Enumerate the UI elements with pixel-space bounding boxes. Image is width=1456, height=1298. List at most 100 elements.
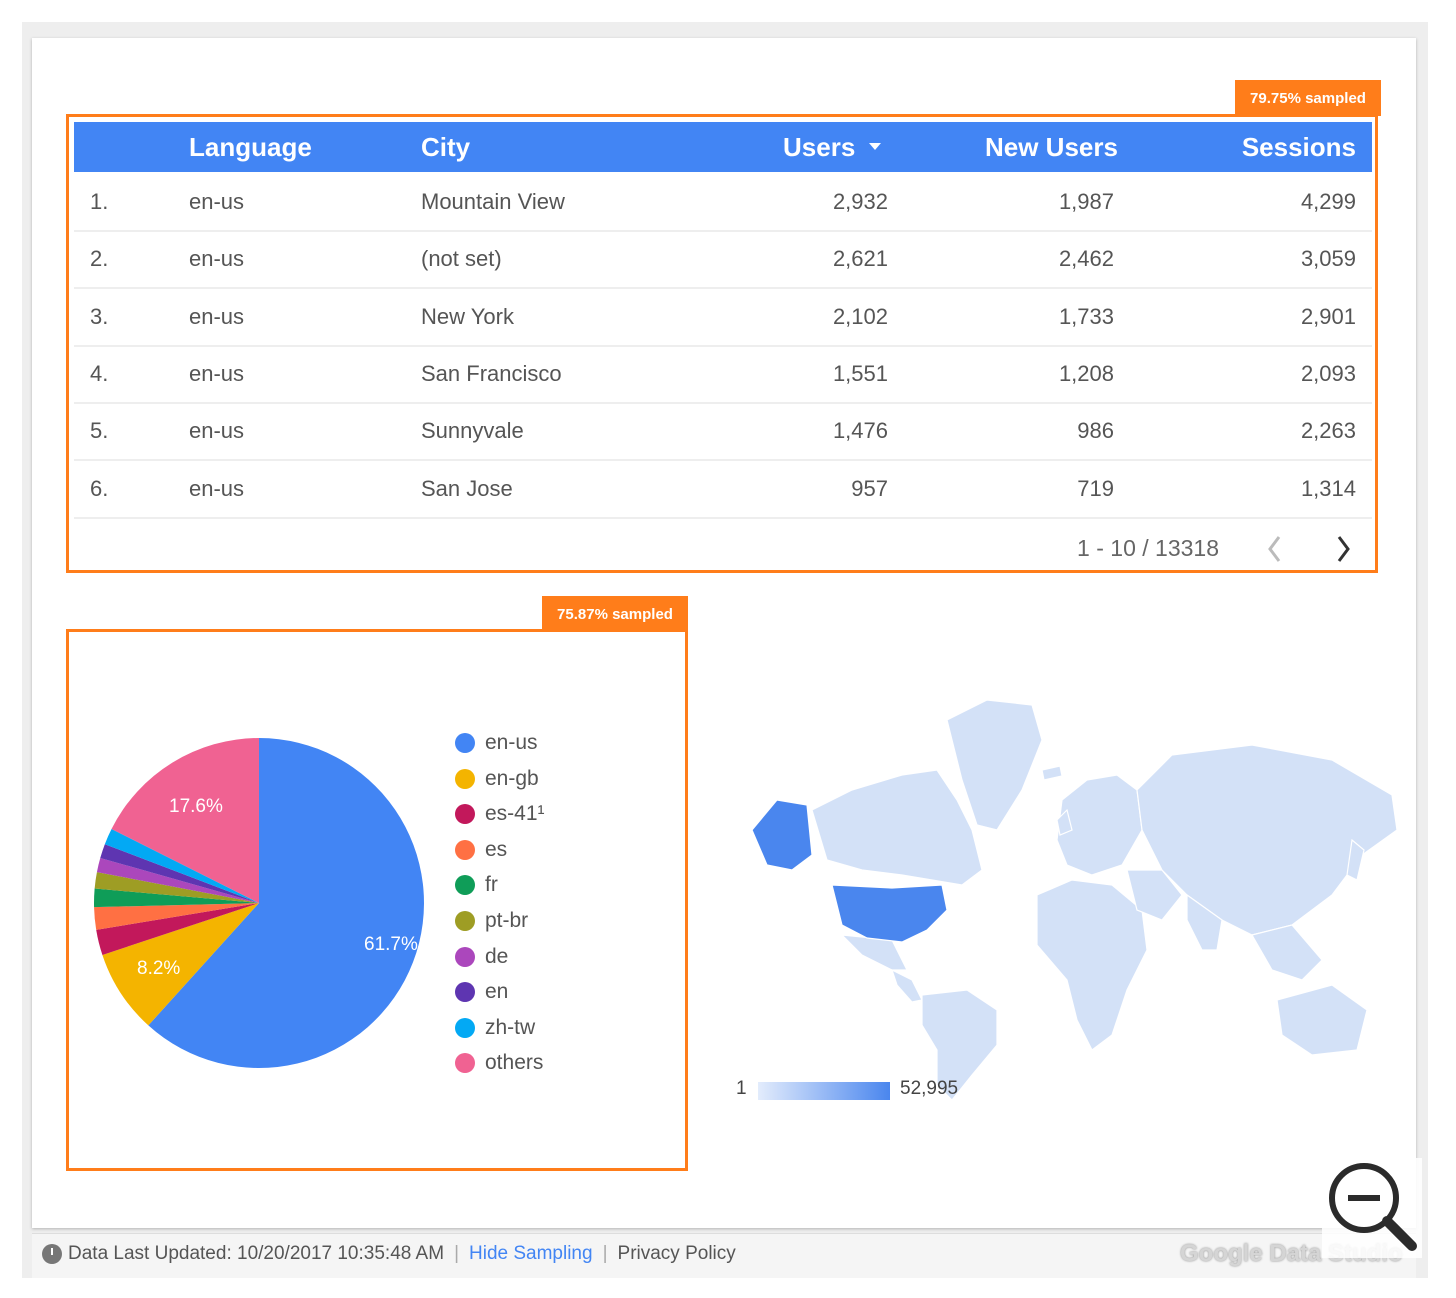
legend-label: en-gb — [485, 766, 539, 790]
cell-num: 5. — [90, 418, 109, 444]
cell-num: 3. — [90, 303, 109, 329]
last-updated-text: Data Last Updated: 10/20/2017 10:35:48 A… — [68, 1243, 445, 1264]
chevron-right-icon[interactable] — [1329, 529, 1359, 569]
pie-slice-others[interactable] — [111, 738, 259, 903]
pie-slice-label: 17.6% — [169, 796, 223, 817]
cell-language: en-us — [189, 475, 245, 501]
column-header-users-label: Users — [783, 132, 856, 162]
column-header-city[interactable]: City — [421, 132, 471, 162]
map-color-scale — [758, 1082, 890, 1100]
map-alaska — [751, 799, 813, 871]
legend-item-es-419[interactable]: es-41¹ — [455, 801, 545, 827]
pie-chart-panel: 61.7% 8.2% 17.6% en-us en-gb es-41¹ es fr pt-br… — [66, 629, 688, 1171]
column-header-users[interactable]: Users — [783, 122, 882, 172]
legend-item-en[interactable]: en — [455, 979, 508, 1005]
map-australia — [1276, 984, 1368, 1056]
legend-item-en-us[interactable]: en-us — [455, 730, 538, 756]
table-row[interactable]: 3. en-us New York 2,102 1,733 2,901 — [74, 288, 1372, 347]
legend-color-dot — [455, 982, 475, 1003]
cell-users: 1,551 — [832, 360, 888, 386]
table-row[interactable]: 1. en-us Mountain View 2,932 1,987 4,299 — [74, 173, 1372, 232]
pie-sampled-badge: 75.87% sampled — [542, 596, 688, 632]
cell-language: en-us — [189, 418, 245, 444]
cell-city: Mountain View — [421, 189, 565, 214]
cell-num: 6. — [90, 475, 109, 501]
cell-city: San Francisco — [421, 360, 562, 386]
legend-item-others[interactable]: others — [455, 1050, 543, 1076]
hide-sampling-link[interactable]: Hide Sampling — [469, 1243, 593, 1264]
footer-info: Data Last Updated: 10/20/2017 10:35:48 A… — [42, 1243, 736, 1265]
map-europe — [1056, 774, 1143, 876]
cell-new-users: 986 — [1077, 418, 1114, 444]
cell-users: 2,102 — [832, 303, 888, 329]
pie-slice-zh-tw[interactable] — [104, 829, 259, 903]
legend-color-dot — [455, 1053, 475, 1074]
map-scale-min: 1 — [736, 1078, 747, 1099]
cell-new-users: 1,208 — [1058, 360, 1114, 386]
legend-color-dot — [455, 804, 475, 825]
pie-slice-fr[interactable] — [94, 888, 259, 908]
pie-slice-de[interactable] — [96, 857, 259, 903]
cell-sessions: 2,093 — [1300, 360, 1356, 386]
legend-label: de — [485, 944, 509, 968]
legend-item-zh-tw[interactable]: zh-tw — [455, 1015, 535, 1041]
table-row[interactable]: 6. en-us San Jose 957 719 1,314 — [74, 460, 1372, 519]
report-footer — [32, 1233, 1416, 1278]
map-iceland — [1041, 765, 1063, 781]
map-scale-max: 52,995 — [900, 1078, 959, 1099]
pie-slice-pt-br[interactable] — [94, 872, 259, 903]
pie-slice-label: 8.2% — [137, 958, 180, 979]
pie-chart: 61.7% 8.2% 17.6% — [94, 738, 424, 1068]
legend-color-dot — [455, 875, 475, 896]
pie-slice-en[interactable] — [100, 844, 259, 903]
cell-sessions: 3,059 — [1300, 246, 1356, 272]
cell-new-users: 2,462 — [1058, 246, 1114, 272]
table-sampled-badge: 79.75% sampled — [1235, 80, 1381, 116]
column-header-sessions[interactable]: Sessions — [1241, 132, 1356, 162]
legend-item-pt-br[interactable]: pt-br — [455, 908, 528, 934]
legend-item-fr[interactable]: fr — [455, 872, 498, 898]
cell-language: en-us — [189, 246, 245, 272]
cell-num: 2. — [90, 246, 109, 272]
table-row[interactable]: 2. en-us (not set) 2,621 2,462 3,059 — [74, 230, 1372, 290]
map-japan — [1346, 838, 1365, 881]
legend-label: es — [485, 837, 508, 861]
legend-item-de[interactable]: de — [455, 944, 508, 970]
caret-down-icon — [869, 142, 882, 150]
table-header: Language City Users New Users Sessions — [74, 122, 1372, 172]
map-greenland — [946, 699, 1043, 831]
legend-color-dot — [455, 946, 475, 967]
privacy-policy-link[interactable]: Privacy Policy — [617, 1243, 736, 1264]
cell-num: 4. — [90, 360, 109, 386]
map-canada — [811, 769, 983, 886]
data-table: Language City Users New Users Sessions 1… — [66, 114, 1378, 573]
cell-city: New York — [421, 303, 514, 329]
geo-map — [751, 699, 1398, 1100]
cell-new-users: 1,987 — [1058, 189, 1114, 214]
footer-separator: | — [454, 1243, 459, 1264]
cell-city: San Jose — [421, 475, 513, 501]
cell-sessions: 2,263 — [1300, 418, 1356, 444]
legend-color-dot — [455, 768, 475, 789]
table-row[interactable]: 5. en-us Sunnyvale 1,476 986 2,263 — [74, 402, 1372, 462]
footer-separator: | — [602, 1243, 608, 1264]
legend-color-dot — [455, 733, 475, 753]
pie-slice-es-419[interactable] — [96, 903, 259, 955]
cell-num: 1. — [90, 189, 109, 214]
legend-label: zh-tw — [485, 1015, 536, 1039]
pie-slice-en-gb[interactable] — [102, 903, 259, 1026]
legend-item-en-gb[interactable]: en-gb — [455, 766, 539, 792]
cell-language: en-us — [189, 360, 245, 386]
legend-label: en-us — [485, 731, 538, 754]
chevron-left-icon[interactable] — [1260, 529, 1290, 569]
legend-item-es[interactable]: es — [455, 837, 507, 863]
table-row[interactable]: 4. en-us San Francisco 1,551 1,208 2,093 — [74, 345, 1372, 404]
column-header-language[interactable]: Language — [189, 132, 312, 162]
pie-slice-en-us[interactable] — [148, 738, 424, 1068]
legend-label: others — [485, 1051, 544, 1075]
zoom-out-icon[interactable] — [1322, 1158, 1422, 1258]
map-uk — [1056, 808, 1073, 836]
map-africa — [1036, 879, 1148, 1051]
column-header-new-users[interactable]: New Users — [985, 132, 1118, 162]
pie-slice-es[interactable] — [94, 903, 259, 930]
